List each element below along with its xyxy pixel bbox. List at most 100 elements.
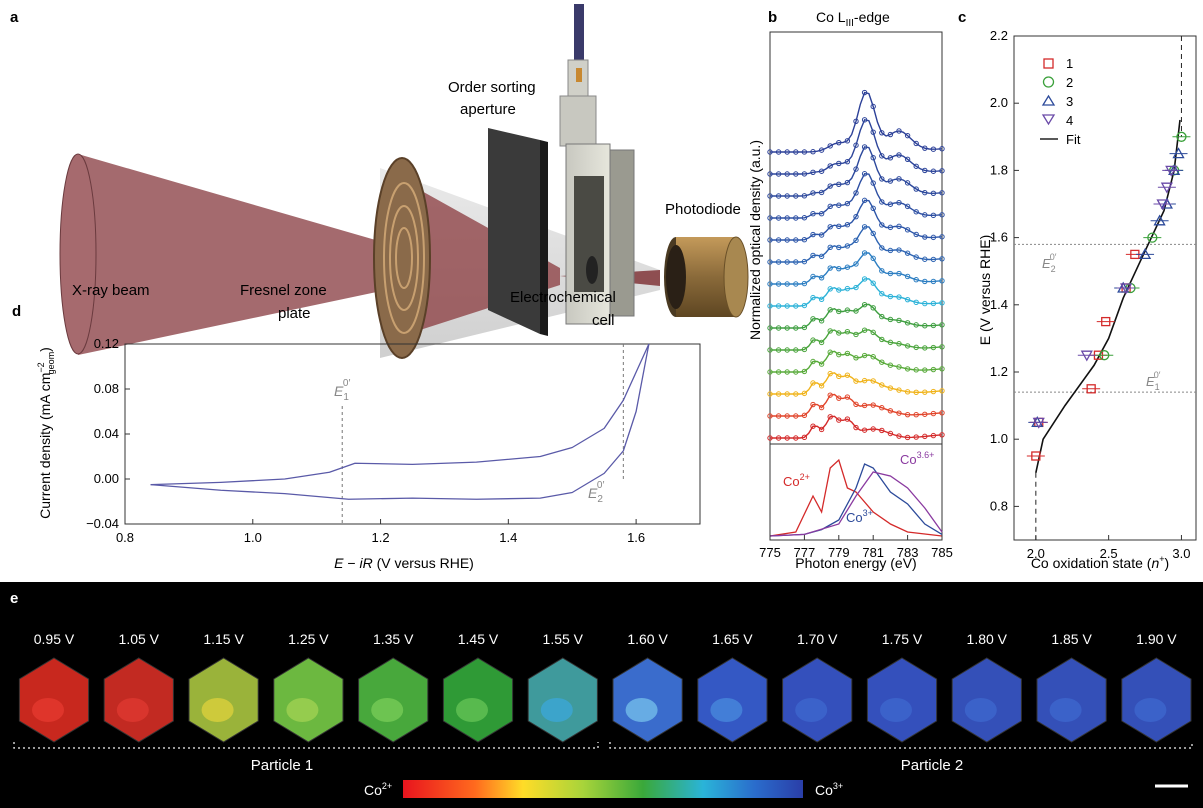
b-spectrum-point [930,322,937,329]
b-spectrum-point [853,331,859,338]
particle-highlight [32,698,64,722]
d-ytick-label: 0.00 [94,471,119,486]
b-spectrum-point [939,366,945,372]
b-spectrum-point [861,250,868,256]
b-spectrum-point [861,197,868,204]
b-spectrum-point [810,273,816,280]
panel-e-particle-images [18,657,1192,743]
b-spectrum-point [922,389,928,395]
b-spectrum-point [896,247,902,253]
b-spectrum-point [793,149,799,155]
b-spectrum-point [801,258,808,265]
b-spectrum-point [775,215,782,221]
b-spectrum-point [930,212,937,219]
b-spectrum-point [767,281,773,287]
legend-label-4: 4 [1066,113,1073,128]
b-xtick-label: 785 [931,545,953,560]
b-spectrum-point [913,186,919,192]
b-spectrum-point [810,358,816,365]
b-spectrum-line [770,226,943,263]
b-ref-co36 [769,471,943,537]
b-spectrum-point [844,394,851,400]
b-spectrum-point [793,435,799,441]
b-spectrum-point [844,350,851,357]
b-spectrum-point [784,413,790,419]
b-spectrum-point [775,237,782,243]
panel-d-axes: 0.8 1.0 1.2 1.4 1.6 0.12 0.08 0.04 0.00 −0.04 [86,336,701,545]
b-spectrum-point [775,303,782,309]
legend-label-1: 1 [1066,56,1073,71]
b-spectrum-point [836,351,842,358]
panel-d-xlabel: E − iR (V versus RHE) [334,555,474,571]
b-spectrum-point [922,367,928,373]
label-xray-beam: X-ray beam [72,282,150,299]
b-spectrum-point [818,275,825,281]
b-spectrum-point [913,322,919,328]
b-spectrum-point [827,183,833,189]
b-spectrum-point [939,212,945,218]
b-spectrum-point [930,190,937,196]
order-sorting-aperture [488,128,548,336]
b-spectrum-point [887,131,894,138]
d-xtick-label: 1.0 [244,530,262,545]
voltage-label: 1.05 V [119,631,160,647]
b-spectrum-point [853,424,859,431]
c-point-s4 [1156,199,1169,211]
b-spectrum-point [887,178,894,184]
b-spectrum-point [793,215,799,221]
b-spectrum-point [810,294,816,301]
c-fit-line [1035,119,1181,473]
b-spectrum-point [861,276,868,282]
b-spectrum-point [818,296,825,302]
b-spectrum-point [775,259,782,265]
d-ytick-label: 0.08 [94,381,119,396]
b-spectrum-point [827,307,833,313]
b-spectrum-point [879,268,885,274]
b-spectrum-point [767,237,773,243]
b-spectrum-point [939,146,945,152]
panel-d-plot [150,343,650,524]
b-spectrum-point [939,300,945,306]
b-spectrum-point [904,320,911,326]
photodiode-device [664,236,749,318]
b-spectrum-point [767,215,773,221]
voltage-label: 1.75 V [882,631,923,647]
b-spectrum-point [913,299,919,306]
b-spectrum-point [930,410,937,417]
b-spectrum-point [844,158,851,165]
particle2-bracket [609,742,1193,749]
b-spectrum-point [922,345,928,351]
voltage-label: 1.80 V [967,631,1008,647]
particle-highlight [880,698,912,722]
b-spectrum-point [793,237,799,243]
ref-label-co36: Co3.6+ [900,450,934,467]
voltage-label: 1.25 V [288,631,329,647]
b-spectrum-point [896,364,902,370]
b-spectrum-point [913,344,919,351]
b-spectrum-point [767,149,773,155]
b-spectrum-point [913,389,919,396]
b-spectrum-point [827,286,833,292]
b-spectrum-point [801,346,808,353]
b-spectrum-point [870,354,876,360]
b-spectrum-point [861,224,868,230]
b-spectrum-point [810,252,816,259]
b-xtick-label: 781 [862,545,884,560]
b-spectrum-point [870,180,876,186]
b-spectrum-point [930,344,937,351]
c-point-s3 [1172,147,1185,159]
b-spectrum-point [861,402,868,409]
b-spectrum-point [922,323,928,329]
legend-marker-2 [1042,76,1055,88]
panel-c-axes: 2.0 2.5 3.0 0.8 1.0 1.2 1.4 1.6 1.8 2.0 2.2 [990,28,1197,561]
b-spectrum-point [930,278,937,285]
b-spectrum-point [775,193,782,199]
b-spectrum-point [775,347,782,353]
b-spectrum-point [896,152,902,158]
xray-beam-cylinder [59,153,410,355]
b-spectrum-point [810,169,816,175]
b-spectrum-point [853,190,859,196]
b-spectrum-point [879,313,885,320]
d-xtick-label: 1.4 [499,530,517,545]
b-spectrum-point [896,433,902,439]
